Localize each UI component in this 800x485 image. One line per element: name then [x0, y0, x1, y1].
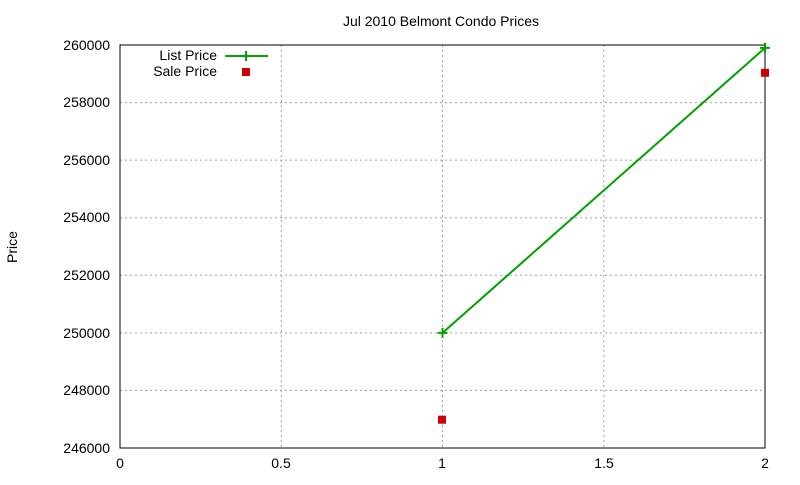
- plot-border: [119, 44, 766, 449]
- svg-text:0.5: 0.5: [271, 455, 291, 471]
- svg-text:248000: 248000: [63, 382, 110, 398]
- svg-text:1: 1: [438, 455, 446, 471]
- svg-text:258000: 258000: [63, 94, 110, 110]
- svg-text:246000: 246000: [63, 440, 110, 456]
- svg-text:2: 2: [761, 455, 769, 471]
- y-tick-labels: 246000 248000 250000 252000 254000 25600…: [63, 37, 110, 456]
- svg-text:0: 0: [116, 455, 124, 471]
- legend-list-price: List Price: [159, 47, 217, 63]
- chart-title: Jul 2010 Belmont Condo Prices: [343, 13, 539, 29]
- y-axis-label: Price: [4, 231, 20, 263]
- svg-text:250000: 250000: [63, 325, 110, 341]
- legend-sale-price: Sale Price: [153, 63, 217, 79]
- series-list-price: [437, 42, 770, 338]
- svg-text:260000: 260000: [63, 37, 110, 53]
- x-tick-labels: 0 0.5 1 1.5 2: [116, 455, 769, 471]
- svg-text:256000: 256000: [63, 152, 110, 168]
- svg-text:1.5: 1.5: [594, 455, 614, 471]
- svg-text:252000: 252000: [63, 267, 110, 283]
- svg-text:254000: 254000: [63, 209, 110, 225]
- series-sale-price: [438, 68, 769, 424]
- gridlines: [120, 45, 765, 448]
- legend: List Price Sale Price: [153, 47, 268, 79]
